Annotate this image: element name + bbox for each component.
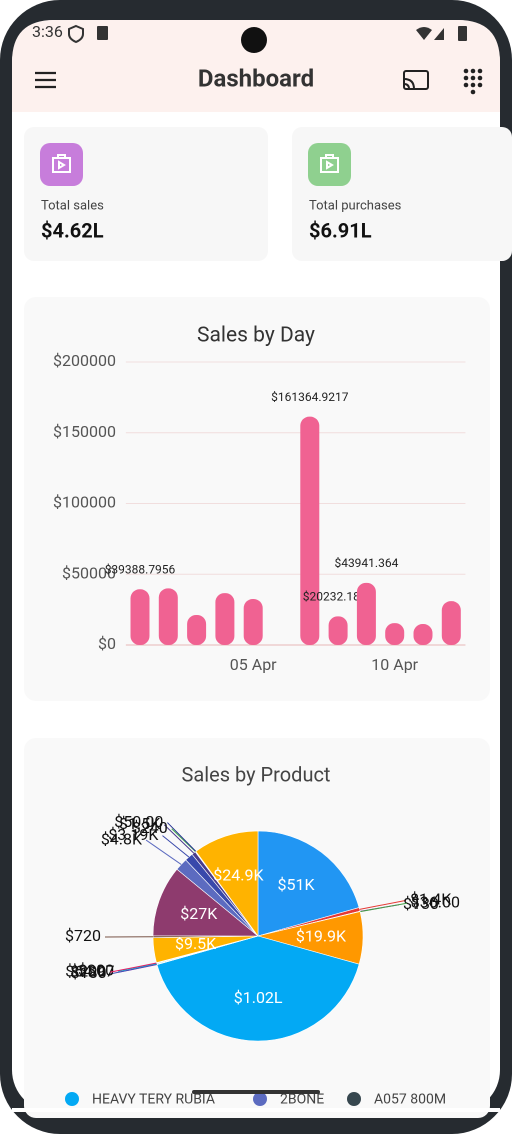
data-label: $720 bbox=[65, 926, 101, 945]
data-label: $180 bbox=[71, 963, 107, 982]
leader-line bbox=[118, 963, 157, 972]
pie-slice bbox=[156, 935, 360, 1042]
camera bbox=[241, 27, 267, 53]
data-label: $300 bbox=[78, 960, 114, 979]
data-label: $20232.1856 bbox=[303, 590, 374, 604]
app-bar-bg bbox=[12, 20, 500, 112]
apps-button[interactable] bbox=[463, 68, 483, 95]
bar bbox=[243, 599, 263, 645]
y-tick-label: $0 bbox=[98, 634, 116, 653]
sim-icon bbox=[97, 26, 108, 40]
leader-line bbox=[110, 962, 157, 973]
leader-line bbox=[163, 824, 195, 854]
menu-button[interactable] bbox=[35, 71, 56, 89]
leader-line bbox=[145, 839, 182, 865]
bar bbox=[300, 416, 320, 645]
data-label: $64.97 bbox=[65, 962, 114, 981]
bar bbox=[413, 624, 433, 645]
data-label: $36.00 bbox=[411, 892, 460, 911]
bar bbox=[187, 615, 207, 645]
pie-slice bbox=[195, 830, 259, 937]
pie-slice bbox=[152, 868, 259, 937]
app-title: Dashboard bbox=[198, 64, 314, 92]
leader-line bbox=[359, 899, 407, 910]
chart-title: Sales by Day bbox=[197, 324, 315, 348]
y-tick-label: $100000 bbox=[53, 493, 116, 512]
legend-icon bbox=[65, 1092, 79, 1106]
data-label: $24.9K bbox=[213, 865, 264, 884]
battery-icon bbox=[458, 26, 467, 41]
data-label: $240 bbox=[132, 818, 168, 837]
legend-label: A057 800M bbox=[374, 1092, 446, 1108]
data-label: $39388.7956 bbox=[105, 562, 176, 576]
data-label: $4.8K bbox=[101, 829, 143, 848]
card[interactable] bbox=[24, 127, 268, 261]
data-label: $1.5K bbox=[119, 814, 161, 833]
y-tick-label: $200000 bbox=[53, 351, 116, 370]
card-value: $6.91L bbox=[309, 218, 372, 242]
y-tick-label: $50000 bbox=[62, 563, 116, 582]
card-icon-glyph bbox=[52, 154, 71, 173]
data-label: $200 bbox=[70, 961, 106, 980]
gesture-bar bbox=[192, 1090, 320, 1094]
legend-icon bbox=[253, 1092, 267, 1106]
data-label: $50.00 bbox=[114, 812, 163, 831]
data-label: $130 bbox=[403, 894, 439, 913]
leader-line bbox=[167, 822, 197, 852]
y-tick-label: $150000 bbox=[53, 422, 116, 441]
card-label: Total purchases bbox=[309, 198, 402, 213]
chart-title: Sales by Product bbox=[182, 762, 331, 786]
data-label: $19.9K bbox=[296, 926, 347, 945]
data-label: $43941.364 bbox=[334, 556, 398, 570]
leader-line bbox=[110, 963, 157, 975]
data-label: $1.4K bbox=[410, 890, 452, 909]
screen-edge bbox=[12, 1108, 500, 1112]
legend-label: HEAVY TERY RUBIA bbox=[92, 1092, 215, 1108]
x-tick-label: 05 Apr bbox=[230, 655, 277, 674]
bar bbox=[385, 623, 405, 645]
bar bbox=[158, 588, 178, 645]
data-label: $1.02L bbox=[234, 988, 283, 1007]
legend-icon bbox=[347, 1092, 361, 1106]
data-label: $27K bbox=[180, 904, 218, 923]
wifi-icon bbox=[416, 27, 432, 40]
card-value: $4.62L bbox=[41, 218, 104, 242]
leader-line bbox=[171, 828, 196, 852]
x-tick-label: 10 Apr bbox=[371, 655, 418, 674]
bar bbox=[215, 593, 235, 645]
card-icon-glyph bbox=[320, 154, 339, 173]
data-label: $161364.9217 bbox=[271, 390, 349, 404]
signal-icon bbox=[434, 28, 444, 40]
bar bbox=[441, 601, 461, 645]
legend-label: 2BONE bbox=[280, 1092, 324, 1108]
bar bbox=[356, 582, 376, 645]
data-label: $51K bbox=[278, 875, 316, 894]
bar bbox=[130, 589, 150, 645]
data-label: $9.5K bbox=[175, 934, 217, 953]
bar bbox=[328, 616, 348, 645]
card-label: Total sales bbox=[41, 198, 104, 213]
status-time: 3:36 bbox=[32, 22, 63, 41]
leader-line bbox=[162, 835, 190, 858]
data-label: $3.19K bbox=[108, 825, 159, 844]
shield-icon bbox=[68, 24, 84, 44]
cast-button[interactable] bbox=[403, 70, 429, 90]
leader-line bbox=[360, 902, 407, 913]
pie-slice bbox=[257, 830, 360, 937]
